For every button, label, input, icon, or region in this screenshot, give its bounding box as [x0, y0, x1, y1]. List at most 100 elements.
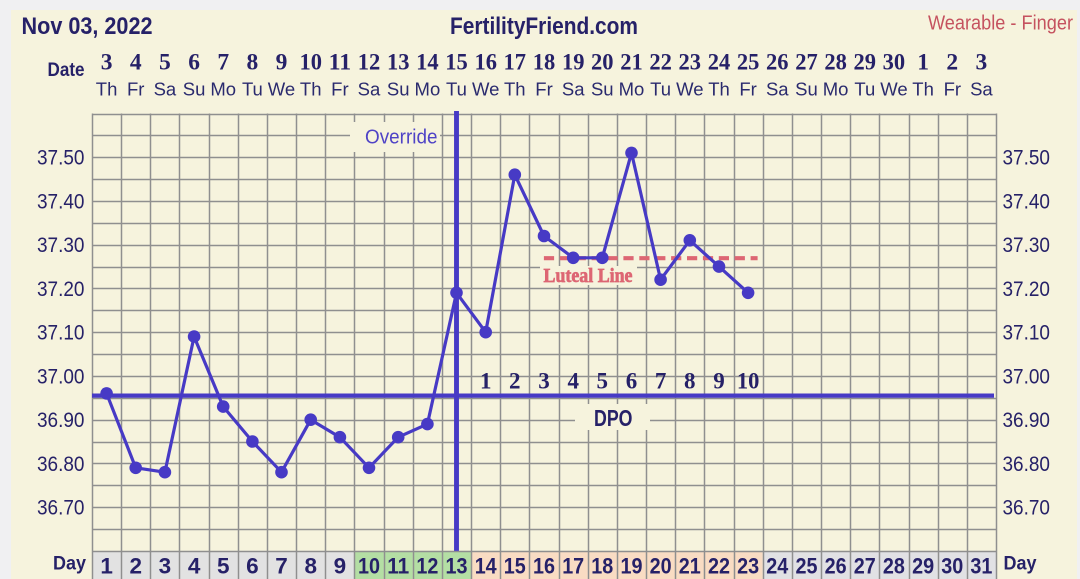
svg-text:Day: Day [53, 554, 86, 575]
svg-text:29: 29 [912, 554, 934, 579]
svg-text:3: 3 [159, 554, 172, 579]
svg-text:Fr: Fr [331, 79, 348, 100]
svg-text:Fr: Fr [127, 79, 144, 100]
svg-text:7: 7 [217, 50, 229, 76]
svg-text:9: 9 [276, 50, 288, 76]
svg-text:4: 4 [188, 554, 201, 579]
svg-text:28: 28 [824, 50, 847, 76]
svg-text:1: 1 [917, 50, 929, 76]
svg-text:1: 1 [100, 554, 113, 579]
svg-text:12: 12 [358, 50, 381, 76]
svg-text:8: 8 [247, 50, 259, 76]
svg-text:17: 17 [562, 554, 584, 579]
svg-text:37.50: 37.50 [1003, 146, 1051, 170]
svg-text:29: 29 [854, 50, 877, 76]
svg-text:5: 5 [597, 369, 609, 394]
svg-text:Mo: Mo [415, 79, 441, 100]
svg-text:Wearable - Finger: Wearable - Finger [928, 12, 1073, 35]
svg-text:24: 24 [708, 50, 731, 76]
svg-text:11: 11 [387, 554, 409, 579]
svg-text:Th: Th [96, 79, 118, 100]
svg-text:22: 22 [649, 50, 672, 76]
svg-text:Tu: Tu [650, 79, 671, 100]
svg-text:21: 21 [679, 554, 701, 579]
svg-text:Tu: Tu [854, 79, 875, 100]
svg-text:28: 28 [883, 554, 905, 579]
svg-text:Tu: Tu [446, 79, 467, 100]
svg-text:Su: Su [795, 79, 818, 100]
svg-text:Su: Su [183, 79, 206, 100]
svg-text:3: 3 [101, 50, 113, 76]
svg-text:Tu: Tu [242, 79, 263, 100]
svg-text:13: 13 [387, 50, 410, 76]
svg-text:36.80: 36.80 [1003, 452, 1051, 476]
svg-text:19: 19 [562, 50, 585, 76]
svg-text:23: 23 [737, 554, 759, 579]
svg-text:37.40: 37.40 [1003, 190, 1051, 214]
svg-text:6: 6 [626, 369, 638, 394]
svg-text:31: 31 [970, 554, 992, 579]
svg-text:Nov 03, 2022: Nov 03, 2022 [22, 13, 153, 40]
svg-text:18: 18 [533, 50, 556, 76]
svg-text:20: 20 [650, 554, 672, 579]
svg-text:36.80: 36.80 [37, 452, 85, 476]
svg-text:9: 9 [713, 369, 725, 394]
svg-text:20: 20 [591, 50, 614, 76]
svg-text:37.30: 37.30 [37, 233, 85, 257]
svg-text:2: 2 [129, 554, 142, 579]
svg-text:37.10: 37.10 [37, 321, 85, 345]
svg-text:Fr: Fr [535, 79, 552, 100]
svg-text:27: 27 [795, 50, 818, 76]
svg-text:We: We [268, 79, 295, 100]
svg-text:FertilityFriend.com: FertilityFriend.com [450, 13, 638, 40]
svg-text:5: 5 [159, 50, 171, 76]
svg-text:Luteal Line: Luteal Line [544, 265, 633, 287]
svg-text:Th: Th [300, 79, 322, 100]
svg-text:Date: Date [48, 60, 85, 81]
svg-text:36.70: 36.70 [37, 496, 85, 520]
svg-text:19: 19 [621, 554, 643, 579]
svg-text:We: We [880, 79, 907, 100]
svg-text:1: 1 [480, 369, 492, 394]
svg-text:17: 17 [504, 50, 527, 76]
svg-text:13: 13 [446, 554, 468, 579]
svg-text:24: 24 [766, 554, 788, 579]
svg-text:26: 26 [825, 554, 847, 579]
svg-text:7: 7 [275, 554, 288, 579]
svg-text:37.40: 37.40 [37, 190, 85, 214]
svg-text:7: 7 [655, 369, 667, 394]
svg-text:Override: Override [365, 127, 438, 149]
svg-text:DPO: DPO [594, 405, 633, 431]
svg-text:37.20: 37.20 [1003, 277, 1051, 301]
svg-text:Mo: Mo [210, 79, 236, 100]
svg-text:14: 14 [416, 50, 439, 76]
svg-text:Sa: Sa [562, 79, 585, 100]
svg-text:23: 23 [679, 50, 702, 76]
svg-text:30: 30 [941, 554, 963, 579]
svg-text:18: 18 [591, 554, 613, 579]
svg-text:Sa: Sa [970, 79, 993, 100]
svg-text:8: 8 [684, 369, 696, 394]
svg-text:11: 11 [329, 50, 352, 76]
svg-text:36.70: 36.70 [1003, 496, 1051, 520]
svg-text:Day: Day [1004, 554, 1037, 575]
svg-text:Sa: Sa [766, 79, 789, 100]
svg-text:25: 25 [796, 554, 818, 579]
svg-text:37.10: 37.10 [1003, 321, 1051, 345]
svg-text:Sa: Sa [154, 79, 177, 100]
svg-text:15: 15 [504, 554, 526, 579]
svg-text:36.90: 36.90 [1003, 408, 1051, 432]
svg-text:12: 12 [416, 554, 438, 579]
svg-text:Su: Su [591, 79, 614, 100]
svg-text:10: 10 [358, 554, 380, 579]
svg-text:4: 4 [567, 369, 579, 394]
svg-text:16: 16 [474, 50, 497, 76]
svg-text:30: 30 [883, 50, 906, 76]
svg-text:22: 22 [708, 554, 730, 579]
svg-text:37.20: 37.20 [37, 277, 85, 301]
svg-text:36.90: 36.90 [37, 408, 85, 432]
svg-text:3: 3 [538, 369, 550, 394]
svg-text:2: 2 [946, 50, 958, 76]
svg-text:27: 27 [854, 554, 876, 579]
svg-text:5: 5 [217, 554, 230, 579]
